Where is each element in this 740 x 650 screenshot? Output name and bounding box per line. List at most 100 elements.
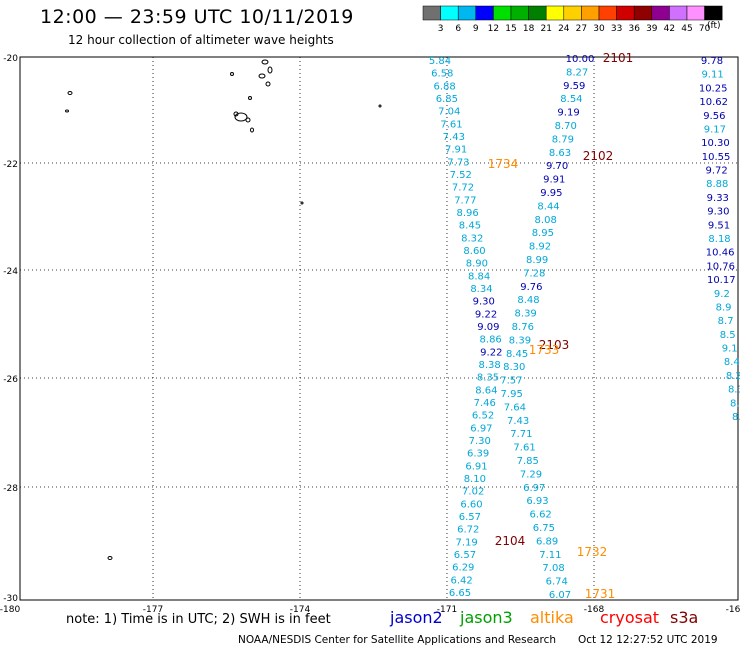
track-b-wave-height: 10.00 [566, 54, 595, 65]
track-b-wave-height: 8.54 [560, 94, 582, 105]
track-c-wave-height: 9.78 [701, 56, 723, 67]
track-a-wave-height: 8.32 [461, 233, 483, 244]
colorbar-level-label: 15 [505, 24, 516, 34]
track-b-wave-height: 9.19 [557, 108, 579, 119]
track-a-wave-height: 6.42 [451, 575, 473, 586]
longitude-label: -168 [584, 605, 605, 615]
track-b-wave-height: 8.30 [503, 362, 525, 373]
track-c-wave-height: 8.7 [718, 316, 734, 327]
track-a-wave-height: 8.64 [475, 385, 497, 396]
track-c-wave-height: 9.51 [708, 220, 730, 231]
colorbar-level-label: 36 [628, 24, 640, 34]
track-a-wave-height: 7.77 [454, 195, 476, 206]
track-b-wave-height: 8.39 [515, 309, 537, 320]
track-a-wave-height: 6.52 [472, 411, 494, 422]
island-outline [267, 66, 273, 74]
track-c-wave-height: 8.2 [726, 371, 740, 382]
page-subtitle: 12 hour collection of altimeter wave hei… [68, 33, 334, 47]
track-a-wave-height: 7.43 [443, 132, 465, 143]
track-a-wave-height: 5.84 [429, 56, 451, 67]
track-b-wave-height: 9.59 [563, 81, 585, 92]
track-b-wave-height: 8.45 [506, 349, 528, 360]
colorbar-level-label: 33 [611, 24, 622, 34]
longitude-label: -177 [143, 605, 163, 615]
track-b-wave-height: 6.97 [523, 483, 545, 494]
longitude-label: -174 [290, 605, 311, 615]
legend-s3a: s3a [670, 608, 699, 627]
colorbar-level-label: 30 [593, 24, 605, 34]
track-a-wave-height: 8.38 [479, 360, 501, 371]
track-b-wave-height: 7.29 [520, 469, 542, 480]
latitude-label: -28 [3, 484, 18, 494]
colorbar-level-label: 6 [455, 24, 461, 34]
track-b-wave-height: 7.61 [513, 443, 535, 454]
track-a-wave-height: 8.34 [470, 284, 492, 295]
track-a-wave-height: 6.57 [454, 550, 476, 561]
legend-jason2: jason2 [390, 608, 443, 627]
pass-time-label: 1734 [488, 157, 519, 171]
map-frame [19, 56, 739, 601]
track-a-wave-height: 6.39 [467, 449, 489, 460]
track-c-wave-height: 10.55 [702, 152, 731, 163]
longitude-label: -171 [437, 605, 457, 615]
track-a-wave-height: 6.88 [433, 81, 455, 92]
track-b-wave-height: 7.43 [507, 416, 529, 427]
track-b-wave-height: 8.63 [549, 148, 571, 159]
track-a-wave-height: 6.29 [452, 563, 474, 574]
longitude-label: -16 [726, 605, 740, 615]
track-c-wave-height: 10.17 [707, 275, 736, 286]
island-outline [107, 556, 113, 560]
track-b-wave-height: 8.08 [535, 215, 557, 226]
track-b-wave-height: 8.79 [552, 134, 574, 145]
latitude-label: -20 [3, 54, 18, 64]
track-b-wave-height: 9.70 [546, 161, 568, 172]
track-a-wave-height: 7.02 [462, 487, 484, 498]
track-b-wave-height: 7.85 [517, 456, 539, 467]
footnote: note: 1) Time is in UTC; 2) SWH is in fe… [66, 612, 331, 627]
track-c-wave-height: 9.56 [703, 111, 725, 122]
colorbar-level-label: 45 [681, 24, 692, 34]
latitude-label: -22 [3, 160, 18, 170]
island-outline [265, 81, 271, 87]
colorbar-level-label: 3 [438, 24, 444, 34]
track-b-wave-height: 7.11 [539, 550, 561, 561]
track-a-wave-height: 9.09 [477, 322, 499, 333]
track-a-wave-height: 7.30 [469, 436, 491, 447]
track-a-wave-height: 9.22 [480, 347, 502, 358]
latitude-label: -26 [3, 375, 18, 385]
track-b-wave-height: 8.76 [512, 322, 534, 333]
wave-height-colorbar: 3 6 9 12 15 18 21 24 27 30 33 36 39 42 45 70 [422, 5, 723, 34]
pass-time-label: 2102 [583, 149, 614, 163]
track-a-wave-height: 7.91 [445, 145, 467, 156]
track-c-wave-height: 8.18 [708, 234, 730, 245]
colorbar-level-label: 70 [699, 24, 711, 34]
track-b-wave-height: 8.48 [517, 295, 539, 306]
island-outline [258, 73, 266, 79]
island-outline [248, 96, 252, 100]
footer-timestamp: Oct 12 12:27:52 UTC 2019 [578, 634, 718, 646]
track-a-wave-height: 7.46 [474, 398, 496, 409]
track-c-wave-height: 9.1 [722, 344, 738, 355]
track-b-wave-height: 8.39 [509, 335, 531, 346]
track-a-wave-height: 9.22 [475, 309, 497, 320]
track-a-wave-height: 9.30 [473, 297, 495, 308]
track-b-wave-height: 8.27 [566, 67, 588, 78]
track-b-wave-height: 9.76 [520, 282, 542, 293]
track-a-wave-height: 6.60 [460, 499, 482, 510]
track-b-wave-height: 6.62 [530, 510, 552, 521]
colorbar-level-label: 39 [646, 24, 658, 34]
latitude-label: -30 [3, 594, 18, 604]
island-outline [378, 104, 382, 108]
track-a-wave-height: 6.58 [431, 69, 453, 80]
track-c-wave-height: 9.2 [714, 289, 730, 300]
track-c-wave-height: 9.33 [707, 193, 729, 204]
colorbar-level-label: 24 [558, 24, 570, 34]
track-b-wave-height: 8.95 [532, 228, 554, 239]
track-b-wave-height: 9.95 [540, 188, 562, 199]
colorbar-level-label: 21 [540, 24, 551, 34]
track-c-wave-height: 8.0 [732, 412, 740, 423]
island-outline [67, 91, 73, 95]
track-a-wave-height: 8.35 [477, 373, 499, 384]
track-a-wave-height: 8.60 [463, 246, 485, 257]
